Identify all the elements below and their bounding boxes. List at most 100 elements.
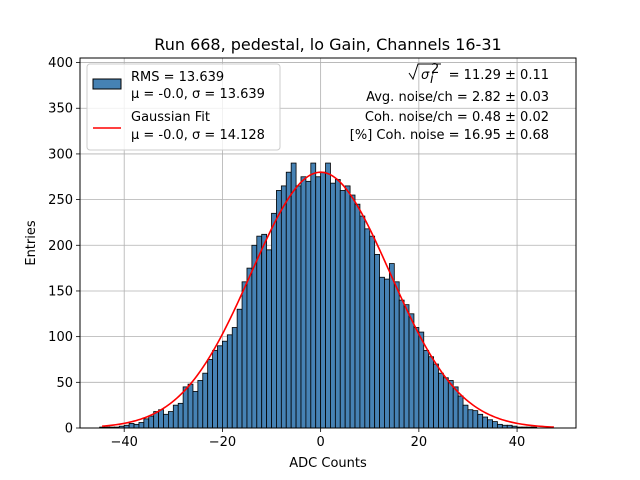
histogram-bar <box>354 203 361 429</box>
histogram-bar <box>222 340 228 429</box>
histogram-bar <box>133 423 140 429</box>
x-tick-label: −20 <box>209 435 236 450</box>
histogram-bar <box>290 162 297 429</box>
histogram-bar <box>236 308 243 429</box>
histogram-bar <box>325 162 331 429</box>
histogram-bar <box>285 171 292 429</box>
avg-noise-annotation: Avg. noise/ch = 2.82 ± 0.03 <box>366 90 549 105</box>
histogram-bar <box>163 413 169 429</box>
histogram-bar <box>246 267 253 429</box>
histogram-bar <box>462 404 469 429</box>
histogram-bar <box>344 185 351 429</box>
histogram-bar <box>374 254 380 429</box>
histogram-bar <box>295 185 302 429</box>
y-axis-label: Entries <box>24 220 39 266</box>
svg-text:2: 2 <box>431 62 439 77</box>
svg-text:i: i <box>430 72 434 87</box>
plot-frame <box>79 57 577 429</box>
histogram-bar <box>369 235 376 429</box>
y-tick-label: 100 <box>48 330 73 345</box>
legend-label-fit-1: Gaussian Fit <box>131 110 210 125</box>
x-tick-label: 0 <box>316 435 324 450</box>
histogram-bar <box>177 402 184 429</box>
histogram-bar <box>492 421 498 429</box>
histogram-bar <box>433 363 439 429</box>
histogram-bar <box>359 215 366 429</box>
y-tick-label: 200 <box>48 239 73 254</box>
histogram-bar <box>447 380 454 429</box>
histogram-bar <box>398 299 405 429</box>
histogram-bar <box>330 182 336 429</box>
histogram-bar <box>428 356 434 429</box>
histogram-bar <box>167 411 174 429</box>
histogram-bar <box>251 244 258 429</box>
histogram-bar <box>143 418 150 429</box>
histogram-bar <box>339 190 346 429</box>
x-tick-label: −40 <box>110 435 137 450</box>
histogram-bar <box>393 281 400 429</box>
noise-annotations: σ 2 i = 11.29 ± 0.11 Avg. noise/ch = 2.8… <box>350 62 549 143</box>
histogram-bar <box>388 263 395 429</box>
histogram-bar <box>477 413 484 429</box>
histogram-bar <box>438 372 444 429</box>
histogram-bar <box>231 327 238 429</box>
histogram-bar <box>192 391 199 429</box>
y-tick-label: 400 <box>48 56 73 71</box>
sigma-annotation: = 11.29 ± 0.11 <box>445 68 549 83</box>
histogram-bar <box>217 345 223 429</box>
x-tick-label: 40 <box>509 435 526 450</box>
coh-noise-annotation: Coh. noise/ch = 0.48 ± 0.02 <box>365 110 549 125</box>
histogram-bar <box>349 194 356 429</box>
histogram-bar <box>241 281 248 429</box>
y-tick-label: 150 <box>48 284 73 299</box>
coh-noise-percent-annotation: [%] Coh. noise = 16.95 ± 0.68 <box>350 128 549 143</box>
histogram-bar <box>172 404 179 429</box>
histogram-bar <box>276 190 282 429</box>
histogram-bar <box>197 380 204 429</box>
histogram-bar <box>226 334 233 429</box>
histogram-bar <box>202 372 209 429</box>
histogram-bar <box>403 304 410 429</box>
histogram-bar <box>497 423 503 429</box>
y-tick-label: 250 <box>48 193 73 208</box>
histogram-bar <box>408 313 415 429</box>
histogram-bar <box>128 423 135 429</box>
y-tick-label: 300 <box>48 147 73 162</box>
histogram-bar <box>266 249 272 429</box>
histogram-bar <box>443 377 449 429</box>
histogram-bar <box>261 233 268 429</box>
histogram-bar <box>158 409 164 429</box>
histogram-bar <box>138 422 145 429</box>
histogram-bar <box>256 235 263 429</box>
histogram-bar <box>457 395 464 429</box>
x-tick-label: 20 <box>411 435 428 450</box>
histogram-bar <box>187 383 194 429</box>
legend: RMS = 13.639 μ = -0.0, σ = 13.639 Gaussi… <box>86 63 281 151</box>
y-tick-label: 350 <box>48 102 73 117</box>
histogram-bar <box>364 228 371 429</box>
chart-title: Run 668, pedestal, lo Gain, Channels 16-… <box>154 35 501 54</box>
legend-label-rms-2: μ = -0.0, σ = 13.639 <box>131 87 265 102</box>
histogram-bar <box>472 410 479 429</box>
histogram-bar <box>384 278 390 429</box>
legend-label-fit-2: μ = -0.0, σ = 14.128 <box>131 128 265 143</box>
histogram-bar <box>148 415 155 429</box>
histogram-bar <box>334 179 341 429</box>
histogram-bars <box>99 162 538 429</box>
histogram-bar <box>413 327 420 429</box>
histogram-bar <box>305 180 312 429</box>
svg-text:σ: σ <box>421 68 430 83</box>
y-axis-ticks: 0 50 100 150 200 250 300 350 400 <box>48 56 80 437</box>
histogram-bar <box>379 276 385 429</box>
histogram-bar <box>482 416 489 429</box>
y-tick-label: 0 <box>65 422 73 437</box>
histogram-bar <box>487 419 493 429</box>
histogram-bar <box>182 386 189 429</box>
histogram-bar <box>280 185 287 429</box>
x-axis-label: ADC Counts <box>289 456 367 471</box>
histogram-bar <box>423 349 430 429</box>
histogram-bar <box>300 176 307 429</box>
legend-swatch-rms <box>92 78 122 90</box>
gaussian-fit <box>102 171 554 428</box>
